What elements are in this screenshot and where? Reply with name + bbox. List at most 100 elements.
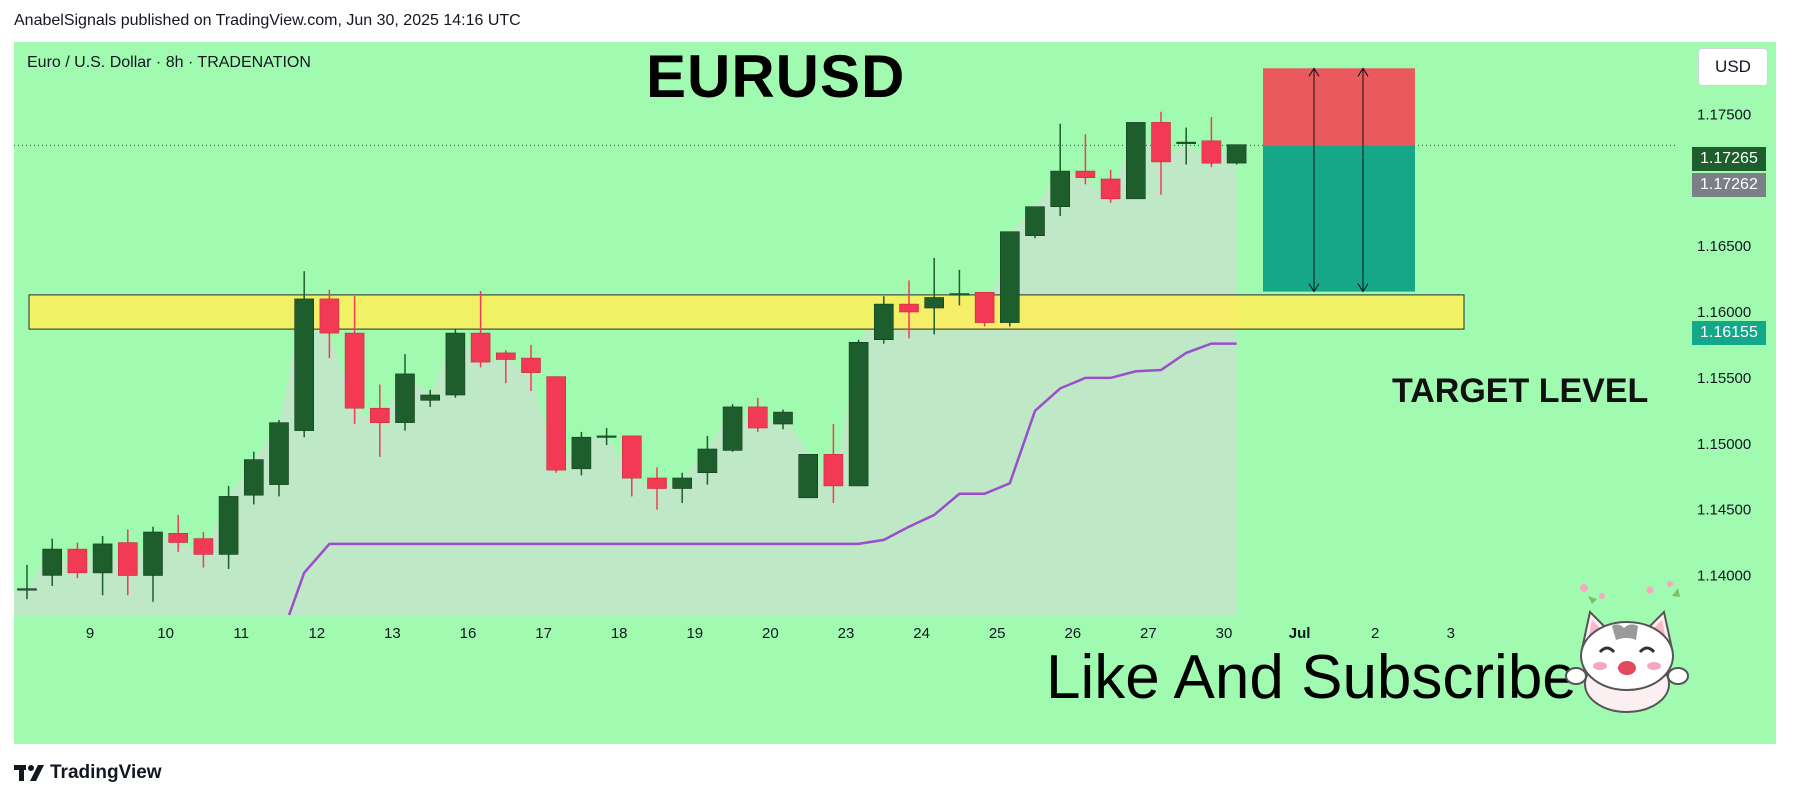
stop-loss-box <box>1263 68 1415 146</box>
bullish-candle <box>17 588 37 591</box>
bearish-candle <box>1151 122 1171 163</box>
bearish-candle <box>1075 170 1096 179</box>
bearish-candle <box>118 542 138 576</box>
bullish-candle <box>924 297 945 309</box>
bullish-candle <box>999 231 1020 323</box>
bullish-candle <box>269 422 289 485</box>
trend-line <box>287 342 1237 616</box>
bearish-candle <box>823 453 844 487</box>
support-zone <box>28 294 1465 330</box>
bullish-candle <box>571 436 592 470</box>
x-tick-label: 23 <box>838 625 855 642</box>
like-subscribe-text: Like And Subscribe <box>1046 643 1577 712</box>
bullish-candle <box>92 543 113 574</box>
tradingview-logo-icon <box>14 765 44 781</box>
bullish-candle <box>42 548 63 576</box>
tradingview-brand: TradingView <box>50 762 162 783</box>
bullish-candle <box>218 496 239 555</box>
target-level-label: TARGET LEVEL <box>1392 372 1649 410</box>
bearish-candle <box>319 298 340 334</box>
x-tick-label: 26 <box>1064 625 1081 642</box>
bullish-candle <box>395 373 415 423</box>
take-profit-box <box>1263 145 1415 292</box>
arrow-head <box>1308 283 1320 293</box>
arrow-head <box>1357 67 1369 77</box>
last-price-badge: 1.17265 <box>1692 147 1766 171</box>
bullish-candle <box>697 448 718 474</box>
bearish-candle <box>747 406 768 429</box>
target-price-badge: 1.16155 <box>1692 321 1766 345</box>
bearish-candle <box>1201 140 1222 164</box>
x-tick-label: 18 <box>611 625 628 642</box>
bearish-candle <box>193 538 214 555</box>
previous-price-badge: 1.17262 <box>1692 173 1766 197</box>
y-tick-label: 1.14000 <box>1697 568 1751 585</box>
bullish-candle <box>1126 122 1146 200</box>
tradingview-footer[interactable]: TradingView <box>14 758 162 788</box>
bullish-candle <box>420 394 441 401</box>
close-area <box>14 122 1237 616</box>
bearish-candle <box>899 303 919 313</box>
bullish-candle <box>244 459 264 496</box>
bearish-candle <box>470 332 491 363</box>
bearish-candle <box>495 352 516 360</box>
bearish-candle <box>546 376 567 471</box>
bullish-candle <box>1176 141 1196 144</box>
x-tick-label: 9 <box>86 625 94 642</box>
bearish-candle <box>67 548 88 574</box>
bullish-candle <box>873 303 894 341</box>
chart-canvas[interactable]: 1.175001.170001.165001.160001.155001.150… <box>14 42 1776 744</box>
x-tick-label: 11 <box>233 625 249 642</box>
bullish-candle <box>798 453 819 499</box>
publish-header: AnabelSignals published on TradingView.c… <box>0 0 1793 40</box>
bullish-candle <box>722 406 743 451</box>
bullish-candle <box>1050 170 1070 208</box>
x-tick-label: 24 <box>913 625 930 642</box>
bearish-candle <box>521 357 541 373</box>
x-tick-label: 16 <box>460 625 477 642</box>
bullish-candle <box>949 293 970 296</box>
x-tick-label: 27 <box>1140 625 1157 642</box>
y-tick-label: 1.16000 <box>1697 304 1751 321</box>
x-tick-label: 12 <box>308 625 325 642</box>
publish-info: AnabelSignals published on TradingView.c… <box>14 12 521 29</box>
x-tick-label: 2 <box>1371 625 1379 642</box>
bullish-candle <box>143 531 163 576</box>
x-tick-label: 25 <box>989 625 1006 642</box>
bullish-candle <box>596 435 617 438</box>
cat-mascot-icon <box>1565 581 1689 713</box>
bullish-candle <box>294 298 315 431</box>
x-tick-label: 19 <box>686 625 703 642</box>
arrow-head <box>1308 67 1320 77</box>
x-tick-label: 20 <box>762 625 779 642</box>
x-tick-label: 17 <box>535 625 552 642</box>
y-tick-label: 1.14500 <box>1697 502 1751 519</box>
arrow-head <box>1357 283 1369 293</box>
y-tick-label: 1.15000 <box>1697 436 1751 453</box>
y-tick-label: 1.17500 <box>1697 106 1751 123</box>
x-tick-label: 10 <box>157 625 174 642</box>
bearish-candle <box>369 407 390 424</box>
x-tick-label: 13 <box>384 625 401 642</box>
y-tick-label: 1.15500 <box>1697 370 1751 387</box>
bullish-candle <box>773 411 793 425</box>
bullish-candle <box>1025 206 1045 236</box>
currency-button[interactable]: USD <box>1698 48 1768 86</box>
bearish-candle <box>974 292 995 323</box>
bearish-candle <box>647 477 667 489</box>
bullish-candle <box>1226 144 1247 164</box>
x-tick-label: Jul <box>1289 625 1311 642</box>
symbol-description[interactable]: Euro / U.S. Dollar · 8h · TRADENATION <box>27 54 311 71</box>
bearish-candle <box>344 332 365 409</box>
chart-area[interactable]: 1.175001.170001.165001.160001.155001.150… <box>14 42 1776 744</box>
x-tick-label: 30 <box>1216 625 1233 642</box>
chart-title: EURUSD <box>646 43 906 110</box>
bullish-candle <box>672 477 693 489</box>
bullish-candle <box>848 341 869 487</box>
y-tick-label: 1.16500 <box>1697 238 1751 255</box>
bullish-candle <box>445 332 466 396</box>
bearish-candle <box>621 435 642 479</box>
bearish-candle <box>1100 178 1121 200</box>
x-tick-label: 3 <box>1447 625 1455 642</box>
bearish-candle <box>168 532 188 543</box>
